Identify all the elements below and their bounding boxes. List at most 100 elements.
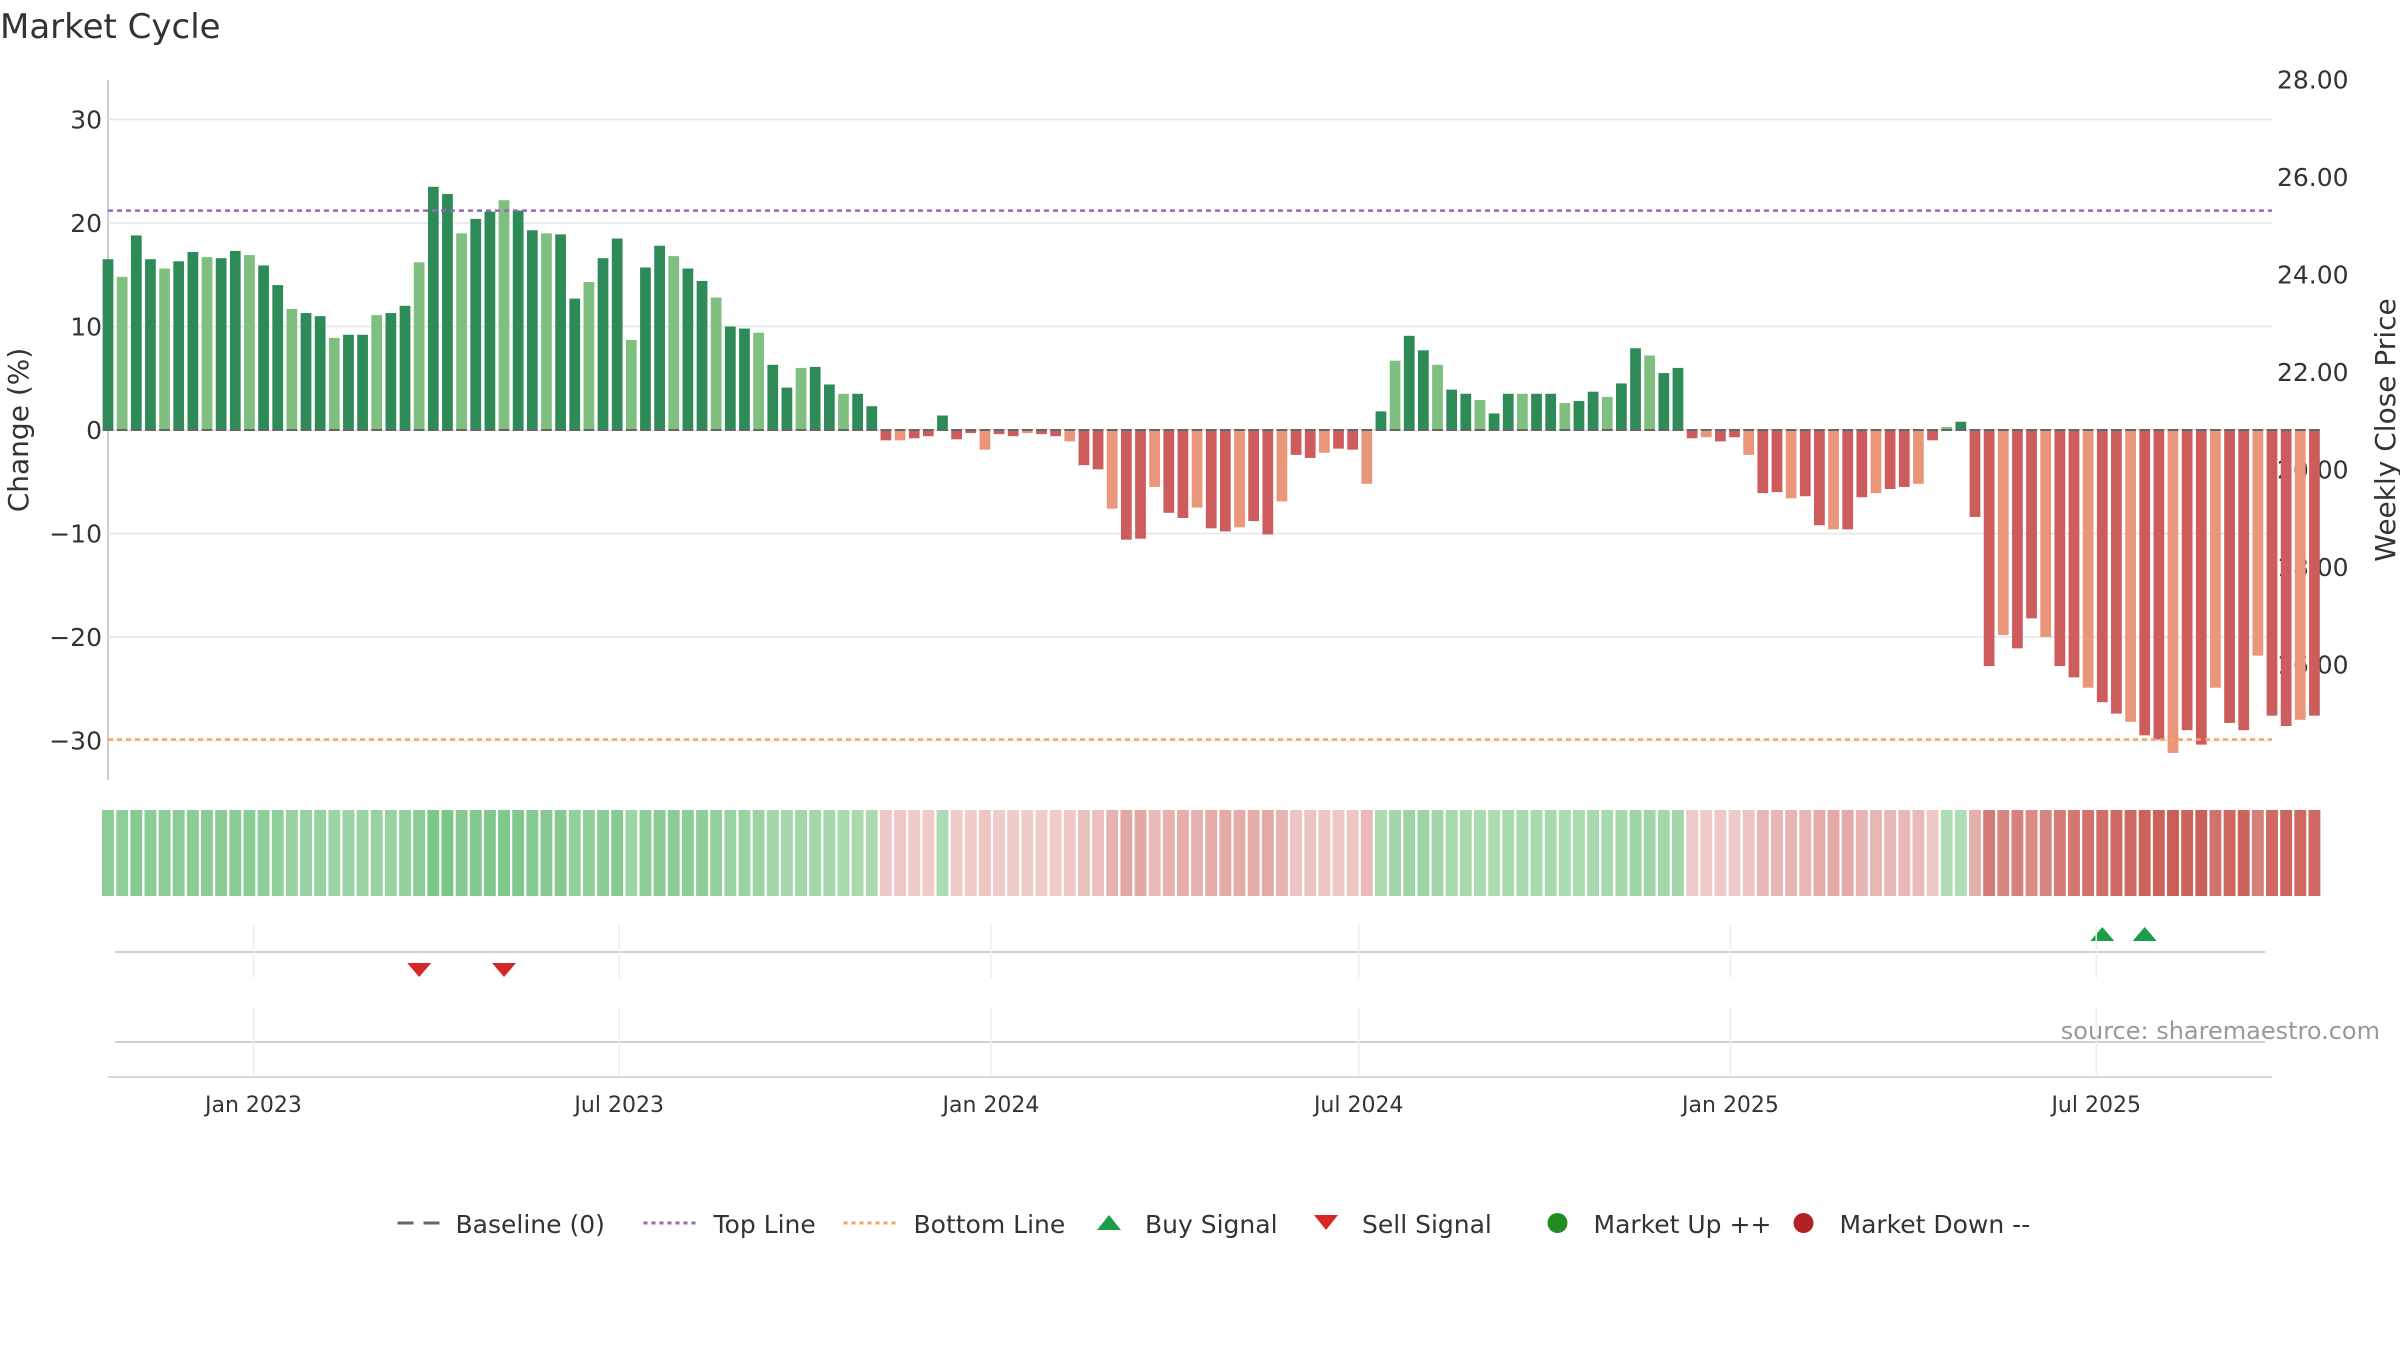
cycle-strip-cell (2039, 810, 2052, 896)
bar (173, 261, 185, 430)
bar (244, 255, 255, 430)
bar (456, 233, 467, 430)
bar (1658, 373, 1670, 430)
bar (1036, 430, 1047, 435)
bar (1460, 393, 1472, 430)
cycle-strip-cell (1077, 810, 1090, 896)
bar (611, 238, 623, 430)
cycle-strip-cell (2053, 810, 2066, 896)
cycle-strip-cell (271, 810, 284, 896)
cycle-strip-cell (752, 810, 765, 896)
cycle-strip-cell (1148, 810, 1161, 896)
bar (512, 210, 524, 430)
bar (1884, 430, 1896, 489)
bar (1969, 430, 1981, 517)
cycle-strip-cell (1742, 810, 1755, 896)
bar (1304, 430, 1316, 458)
cycle-strip-cell (1870, 810, 1882, 896)
bar (2280, 430, 2292, 727)
cycle-strip-cell (1403, 810, 1416, 896)
bar (314, 316, 326, 430)
bar (442, 194, 453, 430)
bar (484, 211, 496, 430)
bar (1545, 393, 1557, 430)
cycle-strip-cell (1544, 810, 1557, 896)
cycle-strip-cell (455, 810, 468, 896)
legend-swatch-circle (1793, 1213, 1814, 1233)
cycle-strip-cell (1926, 810, 1939, 896)
cycle-strip-cell (1502, 810, 1515, 896)
bar (2054, 430, 2066, 666)
bar (1318, 430, 1330, 453)
cycle-strip-cell (908, 810, 921, 896)
bar (1262, 430, 1274, 535)
cycle-strip-cell (780, 810, 793, 896)
bar (1573, 401, 1585, 430)
cycle-strip-cell (978, 810, 991, 896)
bar (894, 430, 906, 441)
cycle-strip-cell (257, 810, 270, 896)
bar (2224, 430, 2235, 723)
legend-swatch-circle (1547, 1213, 1568, 1233)
cycle-strip-cell (1799, 810, 1812, 896)
y-tick-label: −10 (49, 520, 102, 549)
cycle-strip-cell (2195, 810, 2208, 896)
x-tick-label: Jul 2023 (572, 1093, 664, 1118)
bar (1290, 430, 1302, 455)
y-tick-label: −30 (49, 727, 102, 756)
cycle-strip-cell (186, 810, 199, 896)
cycle-strip-cell (1573, 810, 1585, 896)
x-ticks: Jan 2023 Jul 2023 Jan 2024 Jul 2024 Jan 2025… (203, 925, 2141, 1118)
bar (795, 367, 807, 430)
bar (357, 334, 368, 430)
cycle-strip-cell (2209, 810, 2222, 896)
bar (625, 339, 637, 430)
bar (1997, 430, 2009, 635)
bar (1856, 430, 1868, 498)
bar (159, 268, 170, 430)
bar (1828, 430, 1839, 530)
cycle-strip-cell (540, 810, 553, 896)
bar (300, 313, 312, 430)
bar (1616, 383, 1627, 430)
cycle-strip-cell (922, 810, 935, 896)
cycle-strip-cell (738, 810, 751, 896)
bar (753, 332, 764, 430)
legend-swatch-sell-icon (1314, 1215, 1338, 1230)
cycle-strip-cell (1120, 810, 1133, 896)
cycle-strip-cell (427, 810, 440, 896)
bar (823, 384, 835, 430)
cycle-strip-cell (158, 810, 171, 896)
bar (1219, 430, 1231, 532)
cycle-strip-cell (1700, 810, 1713, 896)
bar (2111, 430, 2122, 714)
cycle-strip-cell (342, 810, 355, 896)
cycle-strip-cell (950, 810, 963, 896)
bar (413, 262, 425, 430)
bar (1927, 430, 1938, 441)
cycle-strip-cell (1304, 810, 1317, 896)
bar (1050, 430, 1062, 437)
bar (2040, 430, 2052, 637)
bar (2153, 430, 2165, 740)
bar (682, 268, 694, 430)
cycle-strip-cell (328, 810, 341, 896)
cycle-strip-cell (1092, 810, 1105, 896)
legend-item: Sell Signal (1314, 1210, 1492, 1239)
bar (1743, 430, 1755, 455)
cycle-strip-cell (1771, 810, 1783, 896)
legend-label: Market Down -- (1840, 1210, 2031, 1239)
x-tick-label: Jul 2024 (1312, 1093, 1404, 1118)
bar (1700, 430, 1712, 438)
cycle-strip-cell (1558, 810, 1571, 896)
cycle-strip-cell (1728, 810, 1741, 896)
bar (951, 430, 963, 440)
bar (1757, 430, 1769, 494)
cycle-strip-cell (894, 810, 906, 896)
bar (1389, 360, 1401, 430)
cycle-strip-cell (215, 810, 228, 896)
legend-swatch-buy-icon (1097, 1215, 1121, 1230)
cycle-strip-cell (710, 810, 723, 896)
cycle-strip-cell (1954, 810, 1967, 896)
cycle-strip-cell (1375, 810, 1387, 896)
